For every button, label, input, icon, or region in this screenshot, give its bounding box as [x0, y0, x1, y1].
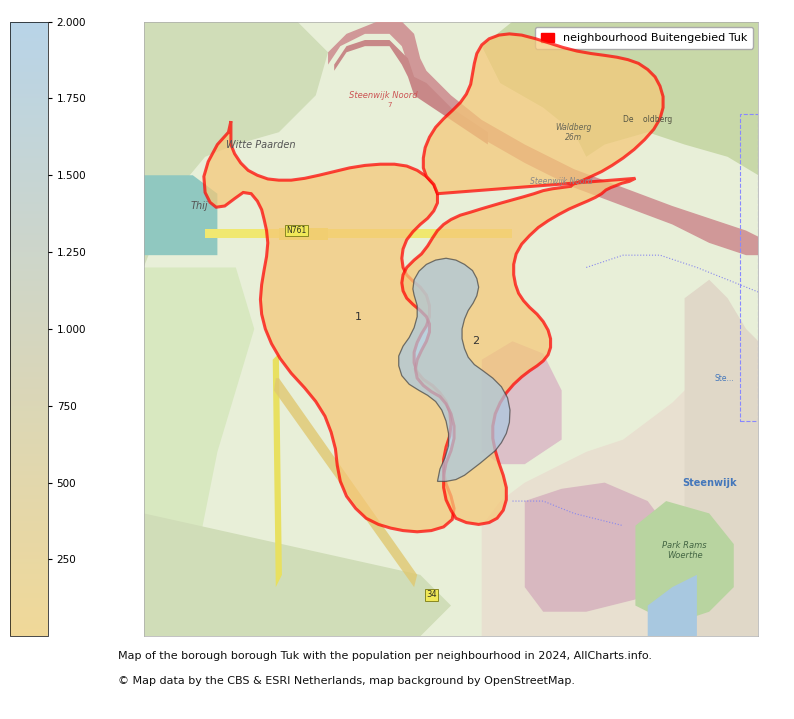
Text: Waldberg
26m: Waldberg 26m	[556, 122, 592, 142]
Polygon shape	[144, 267, 254, 636]
Polygon shape	[525, 482, 666, 612]
Polygon shape	[635, 501, 734, 624]
Legend: neighbourhood Buitengebied Tuk: neighbourhood Buitengebied Tuk	[535, 27, 753, 49]
Polygon shape	[144, 175, 218, 255]
Text: 2: 2	[472, 336, 479, 347]
Polygon shape	[648, 575, 697, 636]
Text: 34: 34	[426, 590, 437, 599]
Text: © Map data by the CBS & ESRI Netherlands, map background by OpenStreetMap.: © Map data by the CBS & ESRI Netherlands…	[118, 676, 575, 686]
Text: Ste...: Ste...	[714, 374, 734, 383]
Polygon shape	[482, 342, 561, 464]
Polygon shape	[279, 227, 328, 240]
Polygon shape	[334, 40, 488, 145]
Text: Witte Paarden: Witte Paarden	[225, 139, 295, 150]
Polygon shape	[482, 342, 758, 636]
Text: Steenwijk Noord: Steenwijk Noord	[349, 91, 418, 100]
Text: N761: N761	[286, 226, 306, 235]
Polygon shape	[482, 22, 758, 175]
Polygon shape	[144, 513, 451, 636]
Polygon shape	[684, 280, 758, 636]
Polygon shape	[399, 258, 510, 482]
Polygon shape	[272, 354, 282, 587]
Text: Thij: Thij	[190, 201, 208, 211]
Polygon shape	[328, 22, 758, 255]
Polygon shape	[144, 22, 328, 267]
Text: Map of the borough borough Tuk with the population per neighbourhood in 2024, Al: Map of the borough borough Tuk with the …	[118, 651, 652, 661]
Text: 7: 7	[387, 101, 391, 108]
Polygon shape	[274, 378, 417, 587]
Text: De    oldberg: De oldberg	[623, 116, 673, 124]
Text: Steenwijk: Steenwijk	[682, 477, 737, 487]
Polygon shape	[204, 122, 454, 532]
Text: 1: 1	[355, 311, 362, 321]
Text: Park Rams
Woerthe: Park Rams Woerthe	[662, 541, 707, 560]
Bar	[740, 114, 758, 421]
Text: Steenwijk Noord: Steenwijk Noord	[530, 177, 593, 186]
Polygon shape	[205, 229, 512, 238]
Polygon shape	[402, 34, 663, 524]
